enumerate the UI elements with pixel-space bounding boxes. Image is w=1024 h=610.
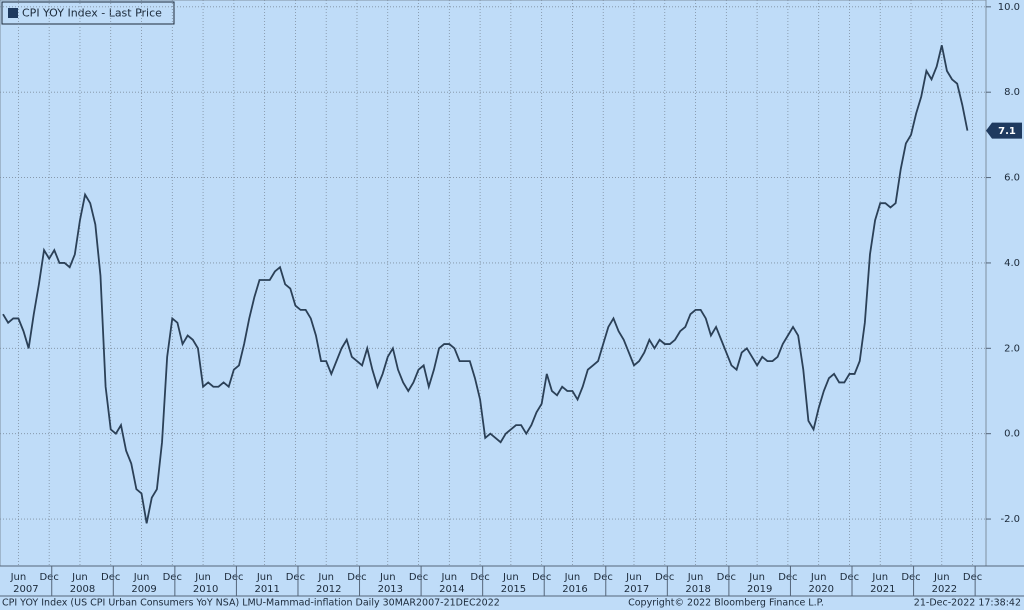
x-tick-label: Jun xyxy=(625,572,642,583)
x-tick-label: Jun xyxy=(256,572,273,583)
legend-box xyxy=(1,1,175,25)
year-label: 2011 xyxy=(254,584,279,595)
x-tick-label: Dec xyxy=(655,572,674,583)
y-tick-label: 0.0 xyxy=(1004,429,1020,440)
x-tick-label: Jun xyxy=(687,572,704,583)
x-tick-label: Jun xyxy=(502,572,519,583)
x-tick-label: Dec xyxy=(963,572,982,583)
y-tick-label: -2.0 xyxy=(1000,514,1020,525)
x-tick-label: Jun xyxy=(194,572,211,583)
x-tick-label: Dec xyxy=(163,572,182,583)
year-label: 2017 xyxy=(624,584,649,595)
last-value-tag xyxy=(986,122,1022,139)
x-tick-label: Jun xyxy=(317,572,334,583)
year-label: 2016 xyxy=(562,584,587,595)
x-tick-label: Jun xyxy=(133,572,150,583)
y-tick-label: 10.0 xyxy=(998,2,1020,13)
year-label: 2021 xyxy=(870,584,895,595)
x-tick-label: Jun xyxy=(440,572,457,583)
x-tick-label: Jun xyxy=(379,572,396,583)
x-tick-label: Jun xyxy=(564,572,581,583)
footer-center: Copyright© 2022 Bloomberg Finance L.P. xyxy=(628,598,824,609)
year-label: 2013 xyxy=(378,584,403,595)
footer-left: CPI YOY Index (US CPI Urban Consumers Yo… xyxy=(2,598,500,609)
y-tick-label: 2.0 xyxy=(1004,343,1020,354)
year-label: 2007 xyxy=(13,584,38,595)
x-tick-label: Dec xyxy=(470,572,489,583)
x-tick-label: Dec xyxy=(778,572,797,583)
legend-swatch xyxy=(8,8,18,18)
year-label: 2008 xyxy=(70,584,95,595)
line xyxy=(2,45,969,524)
x-tick-label: Jun xyxy=(10,572,27,583)
year-label: 2020 xyxy=(809,584,834,595)
y-tick-label: 8.0 xyxy=(1004,87,1020,98)
x-tick-label: Dec xyxy=(901,572,920,583)
x-tick-label: Dec xyxy=(532,572,551,583)
x-tick-label: Dec xyxy=(347,572,366,583)
year-label: 2010 xyxy=(193,584,218,595)
x-tick-label: Dec xyxy=(224,572,243,583)
year-label: 2018 xyxy=(685,584,710,595)
y-tick-label: 6.0 xyxy=(1004,173,1020,184)
legend-label: CPI YOY Index - Last Price xyxy=(22,7,162,20)
legend: CPI YOY Index - Last Price xyxy=(1,1,175,25)
x-tick-label: Dec xyxy=(409,572,428,583)
last-value-label: 7.1 xyxy=(998,126,1016,137)
x-tick-label: Dec xyxy=(594,572,613,583)
y-tick-label: 4.0 xyxy=(1004,258,1020,269)
x-tick-label: Dec xyxy=(717,572,736,583)
year-label: 2012 xyxy=(316,584,341,595)
x-tick-label: Jun xyxy=(748,572,765,583)
x-tick-label: Dec xyxy=(840,572,859,583)
x-tick-label: Dec xyxy=(39,572,58,583)
year-label: 2022 xyxy=(932,584,957,595)
x-tick-label: Dec xyxy=(286,572,305,583)
year-label: 2015 xyxy=(501,584,526,595)
x-tick-label: Jun xyxy=(933,572,950,583)
year-label: 2019 xyxy=(747,584,772,595)
year-label: 2009 xyxy=(131,584,156,595)
footer-right: 21-Dec-2022 17:38:42 xyxy=(914,598,1021,609)
x-tick-label: Jun xyxy=(871,572,888,583)
x-tick-label: Jun xyxy=(810,572,827,583)
x-tick-label: Jun xyxy=(71,572,88,583)
year-label: 2014 xyxy=(439,584,464,595)
x-tick-label: Dec xyxy=(101,572,120,583)
